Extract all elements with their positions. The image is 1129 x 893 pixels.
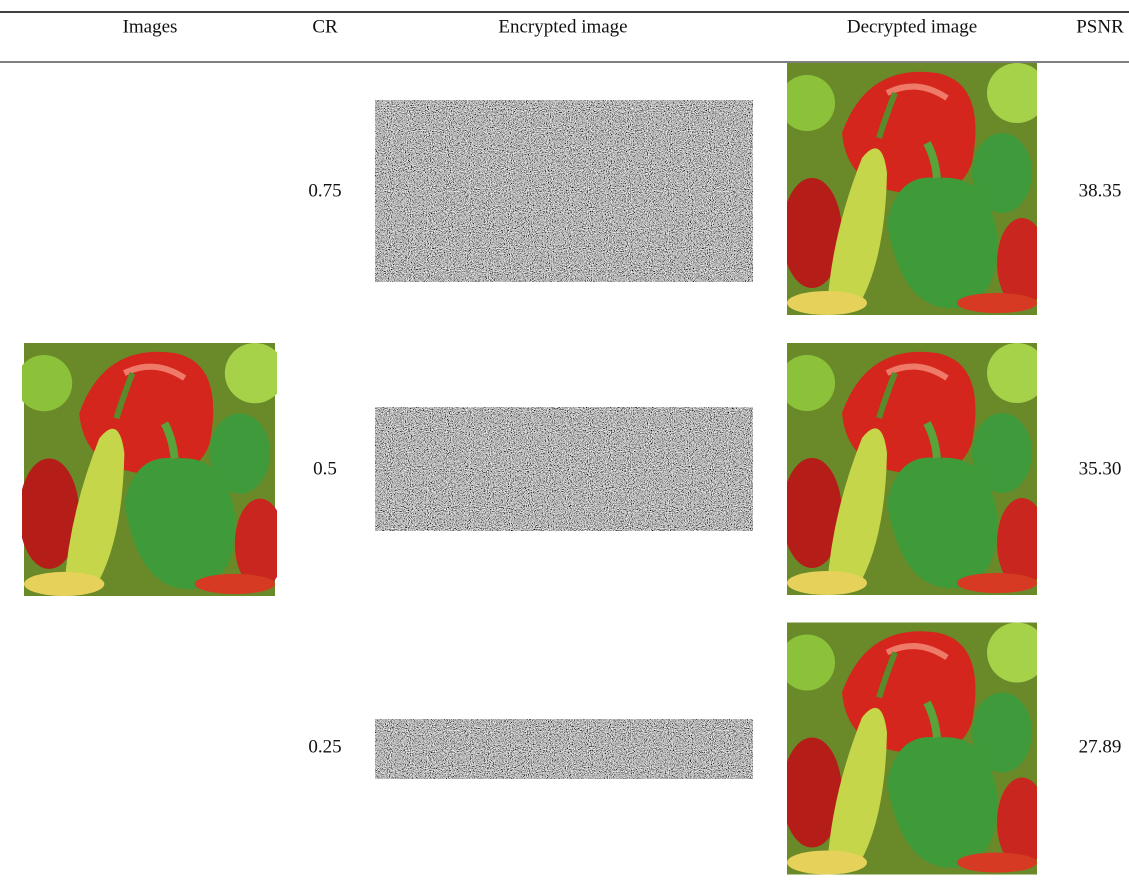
encrypted-image [375,719,753,779]
decrypted-image [779,63,1047,315]
encrypted-image [375,100,753,282]
psnr-cell: 38.35 [1079,180,1122,201]
header-cell: Images [123,16,178,37]
header-cell: Encrypted image [498,16,627,37]
table: Images CR Encrypted image Decrypted imag… [0,0,1129,893]
decrypted-image [779,343,1047,595]
cr-cell: 0.5 [313,458,337,479]
psnr-cell: 27.89 [1079,736,1122,757]
header-cell: PSNR [1076,16,1124,37]
encrypted-image [375,407,753,531]
header-cell: Decrypted image [847,16,977,37]
decrypted-image [779,623,1047,875]
psnr-cell: 35.30 [1079,458,1122,479]
original-image [16,343,285,596]
header-cell: CR [312,16,338,37]
page: Images CR Encrypted image Decrypted imag… [0,0,1129,893]
cr-cell: 0.75 [308,180,341,201]
cr-cell: 0.25 [308,736,341,757]
